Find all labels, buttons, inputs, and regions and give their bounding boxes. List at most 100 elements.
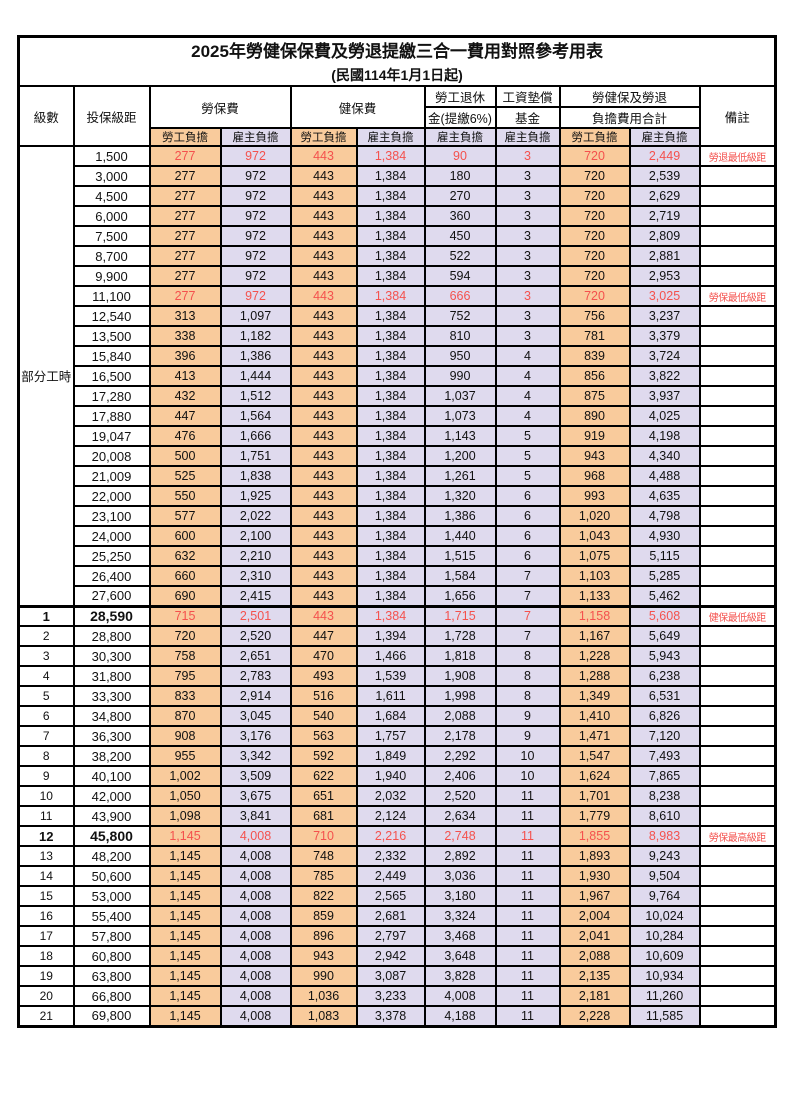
value-cell: 6 [494,525,561,547]
note-cell [698,245,777,267]
value-cell: 470 [289,645,358,667]
value-cell: 1,145 [148,885,222,907]
table-row: 4 31,800 795 2,783 493 1,539 1,908 8 1,288 6,238 [17,665,777,687]
table-row: 19,047 476 1,666 443 1,384 1,143 5 919 4,198 [19,425,777,447]
col-header-total-line2: 負擔費用合計 [558,106,701,129]
level-cell: 6 [17,705,75,727]
value-cell: 9 [494,705,561,727]
value-cell: 622 [289,765,358,787]
value-cell: 443 [289,585,358,607]
value-cell: 1,145 [148,905,222,927]
value-cell: 8 [494,685,561,707]
value-cell: 1,666 [219,425,292,447]
bracket-cell: 17,280 [72,385,151,407]
value-cell: 2,719 [628,205,701,227]
note-cell: 勞保最低級距 [698,285,777,307]
value-cell: 1,320 [423,485,497,507]
value-cell: 4,008 [219,825,292,847]
header-row-1: 級數 投保級距 勞保費 健保費 勞工退休 工資墊償 勞健保及勞退 備註 [17,85,777,147]
value-cell: 1,097 [219,305,292,327]
value-cell: 5,943 [628,645,701,667]
value-cell: 1,386 [219,345,292,367]
bracket-cell: 28,590 [72,604,151,627]
value-cell: 447 [289,625,358,647]
value-cell: 1,075 [558,545,631,567]
value-cell: 11 [494,825,561,847]
subheader-wage-fund-employer: 雇主負擔 [494,127,561,147]
bracket-cell: 21,009 [72,465,151,487]
table-row: 6,000 277 972 443 1,384 360 3 720 2,719 [19,205,777,227]
value-cell: 972 [219,185,292,207]
note-cell [698,405,777,427]
value-cell: 758 [148,645,222,667]
table-row: 13 48,200 1,145 4,008 748 2,332 2,892 11 1,893 9,… [17,845,777,867]
value-cell: 2,914 [219,685,292,707]
value-cell: 11 [494,845,561,867]
value-cell: 3,180 [423,885,497,907]
level-cell: 5 [17,685,75,707]
bracket-cell: 17,880 [72,405,151,427]
value-cell: 890 [558,405,631,427]
table-row: 27,600 690 2,415 443 1,384 1,656 7 1,133 5,462 [19,585,777,607]
title-row: 2025年勞健保保費及勞退提繳三合一費用對照參考用表 (民國114年1月1日起) [17,35,777,87]
value-cell: 11 [494,945,561,967]
value-cell: 1,036 [289,985,358,1007]
level-cell: 1 [17,604,75,627]
value-cell: 443 [289,145,358,167]
value-cell: 1,384 [355,485,426,507]
value-cell: 833 [148,685,222,707]
table-row: 9 40,100 1,002 3,509 622 1,940 2,406 10 1,624 7,8… [17,765,777,787]
note-cell [698,645,777,667]
note-cell [698,465,777,487]
value-cell: 2,797 [355,925,426,947]
value-cell: 8,610 [628,805,701,827]
value-cell: 896 [289,925,358,947]
col-header-labor-insurance: 勞保費 [148,85,292,129]
note-cell [698,505,777,527]
value-cell: 3,648 [423,945,497,967]
value-cell: 2,124 [355,805,426,827]
value-cell: 443 [289,405,358,427]
table-row: 部分工時 1,500 277 972 443 1,384 90 3 720 2,449 勞退最低級距 [17,145,777,607]
value-cell: 720 [558,265,631,287]
value-cell: 10,609 [628,945,701,967]
value-cell: 810 [423,325,497,347]
note-cell [698,985,777,1007]
value-cell: 7,120 [628,725,701,747]
table-row: 3,000 277 972 443 1,384 180 3 720 2,539 [19,165,777,187]
value-cell: 2,292 [423,745,497,767]
value-cell: 7 [494,565,561,587]
value-cell: 875 [558,385,631,407]
table-row: 22,000 550 1,925 443 1,384 1,320 6 993 4,635 [19,485,777,507]
value-cell: 1,925 [219,485,292,507]
value-cell: 443 [289,245,358,267]
note-cell [698,885,777,907]
bracket-cell: 43,900 [72,805,151,827]
table-row: 12 45,800 1,145 4,008 710 2,216 2,748 11 1,855 8,… [17,825,777,847]
part-time-label-cell: 部分工時 [17,145,75,607]
value-cell: 1,444 [219,365,292,387]
value-cell: 313 [148,305,222,327]
value-cell: 11 [494,965,561,987]
note-cell [698,965,777,987]
table-row: 5 33,300 833 2,914 516 1,611 1,998 8 1,349 6,531 [17,685,777,707]
table-title: 2025年勞健保保費及勞退提繳三合一費用對照參考用表 [191,42,603,61]
value-cell: 10,934 [628,965,701,987]
level-cell: 21 [17,1005,75,1027]
value-cell: 1,384 [355,185,426,207]
value-cell: 1,440 [423,525,497,547]
value-cell: 8,983 [628,825,701,847]
value-cell: 1,083 [289,1005,358,1027]
value-cell: 2,449 [355,865,426,887]
value-cell: 1,384 [355,145,426,167]
note-cell [698,225,777,247]
header-row-3: 勞工負擔 雇主負擔 勞工負擔 雇主負擔 雇主負擔 雇主負擔 勞工負擔 雇主負擔 [19,127,776,147]
note-cell [698,565,777,587]
value-cell: 443 [289,345,358,367]
value-cell: 1,145 [148,865,222,887]
value-cell: 4,025 [628,405,701,427]
value-cell: 7 [494,585,561,607]
value-cell: 715 [148,604,222,627]
note-cell [698,765,777,787]
col-header-bracket: 投保級距 [72,85,151,147]
